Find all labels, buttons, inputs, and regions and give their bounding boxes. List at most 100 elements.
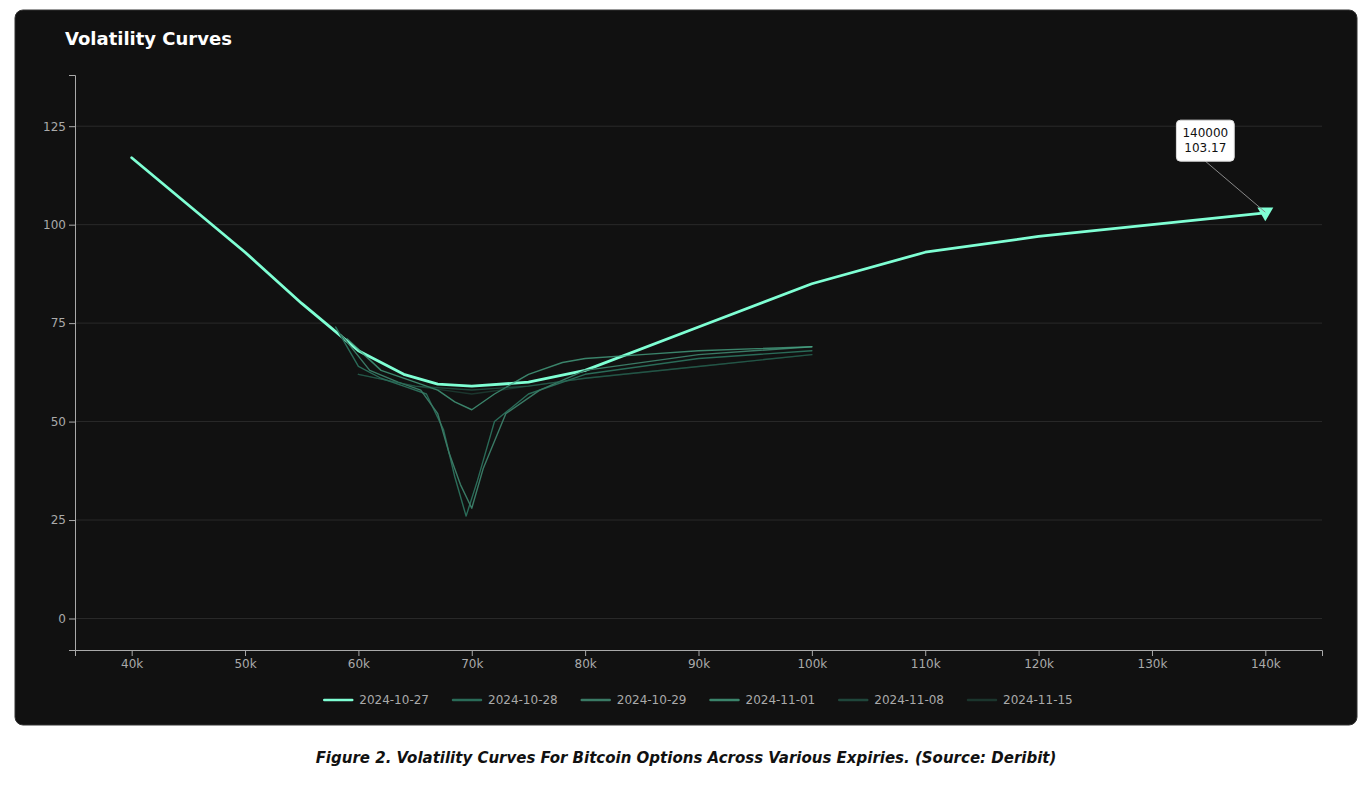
x-tick-mark (472, 650, 473, 656)
plot: 40k 50k 60k 70k 80k 90k 100k 110k 120k 130k 140k 0 2… (43, 76, 1322, 671)
y-tick-mark (69, 422, 75, 423)
x-tick: 130k (1138, 650, 1168, 671)
y-tick-label: 125 (43, 120, 66, 134)
y-axis-line (69, 76, 76, 651)
x-tick-mark (1152, 650, 1153, 656)
grid-line (75, 224, 1322, 225)
x-tick-label: 130k (1138, 657, 1168, 671)
legend-swatch (839, 699, 867, 702)
series-line (341, 335, 811, 508)
y-tick: 100 (43, 218, 75, 232)
x-tick: 40k (121, 650, 143, 671)
title: Volatility Curves (65, 28, 232, 49)
x-axis-line (76, 651, 1323, 657)
x-tick-label: 40k (121, 657, 143, 671)
grid-line (75, 421, 1322, 422)
x-tick-label: 100k (797, 657, 827, 671)
x-tick-mark (925, 650, 926, 656)
x-tick: 70k (461, 650, 483, 671)
legend-item: 2024-11-15 (968, 693, 1073, 707)
y-tick: 75 (51, 316, 75, 330)
x-tick-mark (1265, 650, 1266, 656)
x-tick-mark (699, 650, 700, 656)
annotation-text: 140000103.17 (1182, 126, 1228, 155)
annotation-line: 103.17 (1184, 141, 1226, 155)
x-tick-label: 70k (461, 657, 483, 671)
y-axis: 0 25 50 75 100 125 (43, 76, 75, 651)
x-axis: 40k 50k 60k 70k 80k 90k 100k 110k 120k 130k 140k (76, 650, 1323, 671)
x-tick: 50k (234, 650, 256, 671)
x-tick-label: 90k (688, 657, 710, 671)
x-tick-mark (358, 650, 359, 656)
legend-item: 2024-11-01 (711, 693, 816, 707)
marks (132, 158, 1274, 516)
grid-line (75, 126, 1322, 127)
series-line (358, 355, 811, 390)
y-tick: 25 (51, 513, 75, 527)
y-tick-label: 75 (51, 316, 66, 330)
legend-item: 2024-10-28 (453, 693, 558, 707)
x-tick-mark (585, 650, 586, 656)
legend-swatch (324, 699, 352, 702)
legend-swatch (453, 699, 481, 702)
y-tick: 50 (51, 415, 75, 429)
y-tick-mark (69, 323, 75, 324)
x-tick-mark (1039, 650, 1040, 656)
x-tick-mark (812, 650, 813, 656)
x-tick-label: 60k (348, 657, 370, 671)
x-tick-label: 110k (911, 657, 941, 671)
legend-swatch (968, 699, 996, 702)
y-tick-mark (69, 225, 75, 226)
x-tick: 120k (1024, 650, 1054, 671)
annotation-box (1176, 120, 1234, 161)
series-line (347, 339, 812, 410)
grid-line (75, 520, 1322, 521)
series-line (132, 158, 1266, 386)
y-tick-label: 0 (58, 612, 66, 626)
series-line (336, 327, 812, 516)
x-tick: 90k (688, 650, 710, 671)
annotation-marker (1257, 208, 1273, 222)
legend-item: 2024-10-29 (582, 693, 687, 707)
x-tick: 60k (348, 650, 370, 671)
legend-item: 2024-11-08 (839, 693, 944, 707)
x-tick: 140k (1251, 650, 1281, 671)
series-line (358, 355, 811, 394)
caption: Figure 2. Volatility Curves For Bitcoin … (316, 749, 1057, 767)
legend-label: 2024-11-01 (746, 693, 816, 707)
y-tick-mark (69, 520, 75, 521)
x-tick-label: 140k (1251, 657, 1281, 671)
x-tick: 110k (911, 650, 941, 671)
legend-label: 2024-11-08 (874, 693, 944, 707)
x-tick-label: 120k (1024, 657, 1054, 671)
legend: 2024-10-27 2024-10-28 2024-10-29 2024-11-01… (324, 693, 1073, 707)
legend-label: 2024-11-15 (1003, 693, 1073, 707)
grid-line (75, 618, 1322, 619)
grid-line (75, 323, 1322, 324)
x-tick-label: 50k (234, 657, 256, 671)
y-tick-mark (69, 126, 75, 127)
annotation-leader (1205, 161, 1265, 212)
y-tick-label: 50 (51, 415, 66, 429)
legend-swatch (582, 699, 610, 702)
x-tick: 80k (575, 650, 597, 671)
x-tick-mark (132, 650, 133, 656)
legend-label: 2024-10-27 (359, 693, 429, 707)
x-tick-label: 80k (575, 657, 597, 671)
panel-background (15, 10, 1357, 725)
y-tick-label: 100 (43, 218, 66, 232)
y-tick: 125 (43, 120, 75, 134)
x-tick: 100k (797, 650, 827, 671)
annotation-line: 140000 (1182, 126, 1228, 140)
legend-label: 2024-10-28 (488, 693, 558, 707)
y-tick-mark (69, 618, 75, 619)
chart: Volatility Curves 40k 50k 60k 70k 80k 90k 100k 1… (0, 0, 1372, 785)
y-tick: 0 (58, 612, 75, 626)
y-tick-label: 25 (51, 513, 66, 527)
legend-swatch (711, 699, 739, 702)
grid (75, 126, 1322, 618)
x-tick-mark (245, 650, 246, 656)
legend-item: 2024-10-27 (324, 693, 429, 707)
legend-label: 2024-10-29 (617, 693, 687, 707)
annotations: 140000103.17 (1176, 120, 1265, 212)
